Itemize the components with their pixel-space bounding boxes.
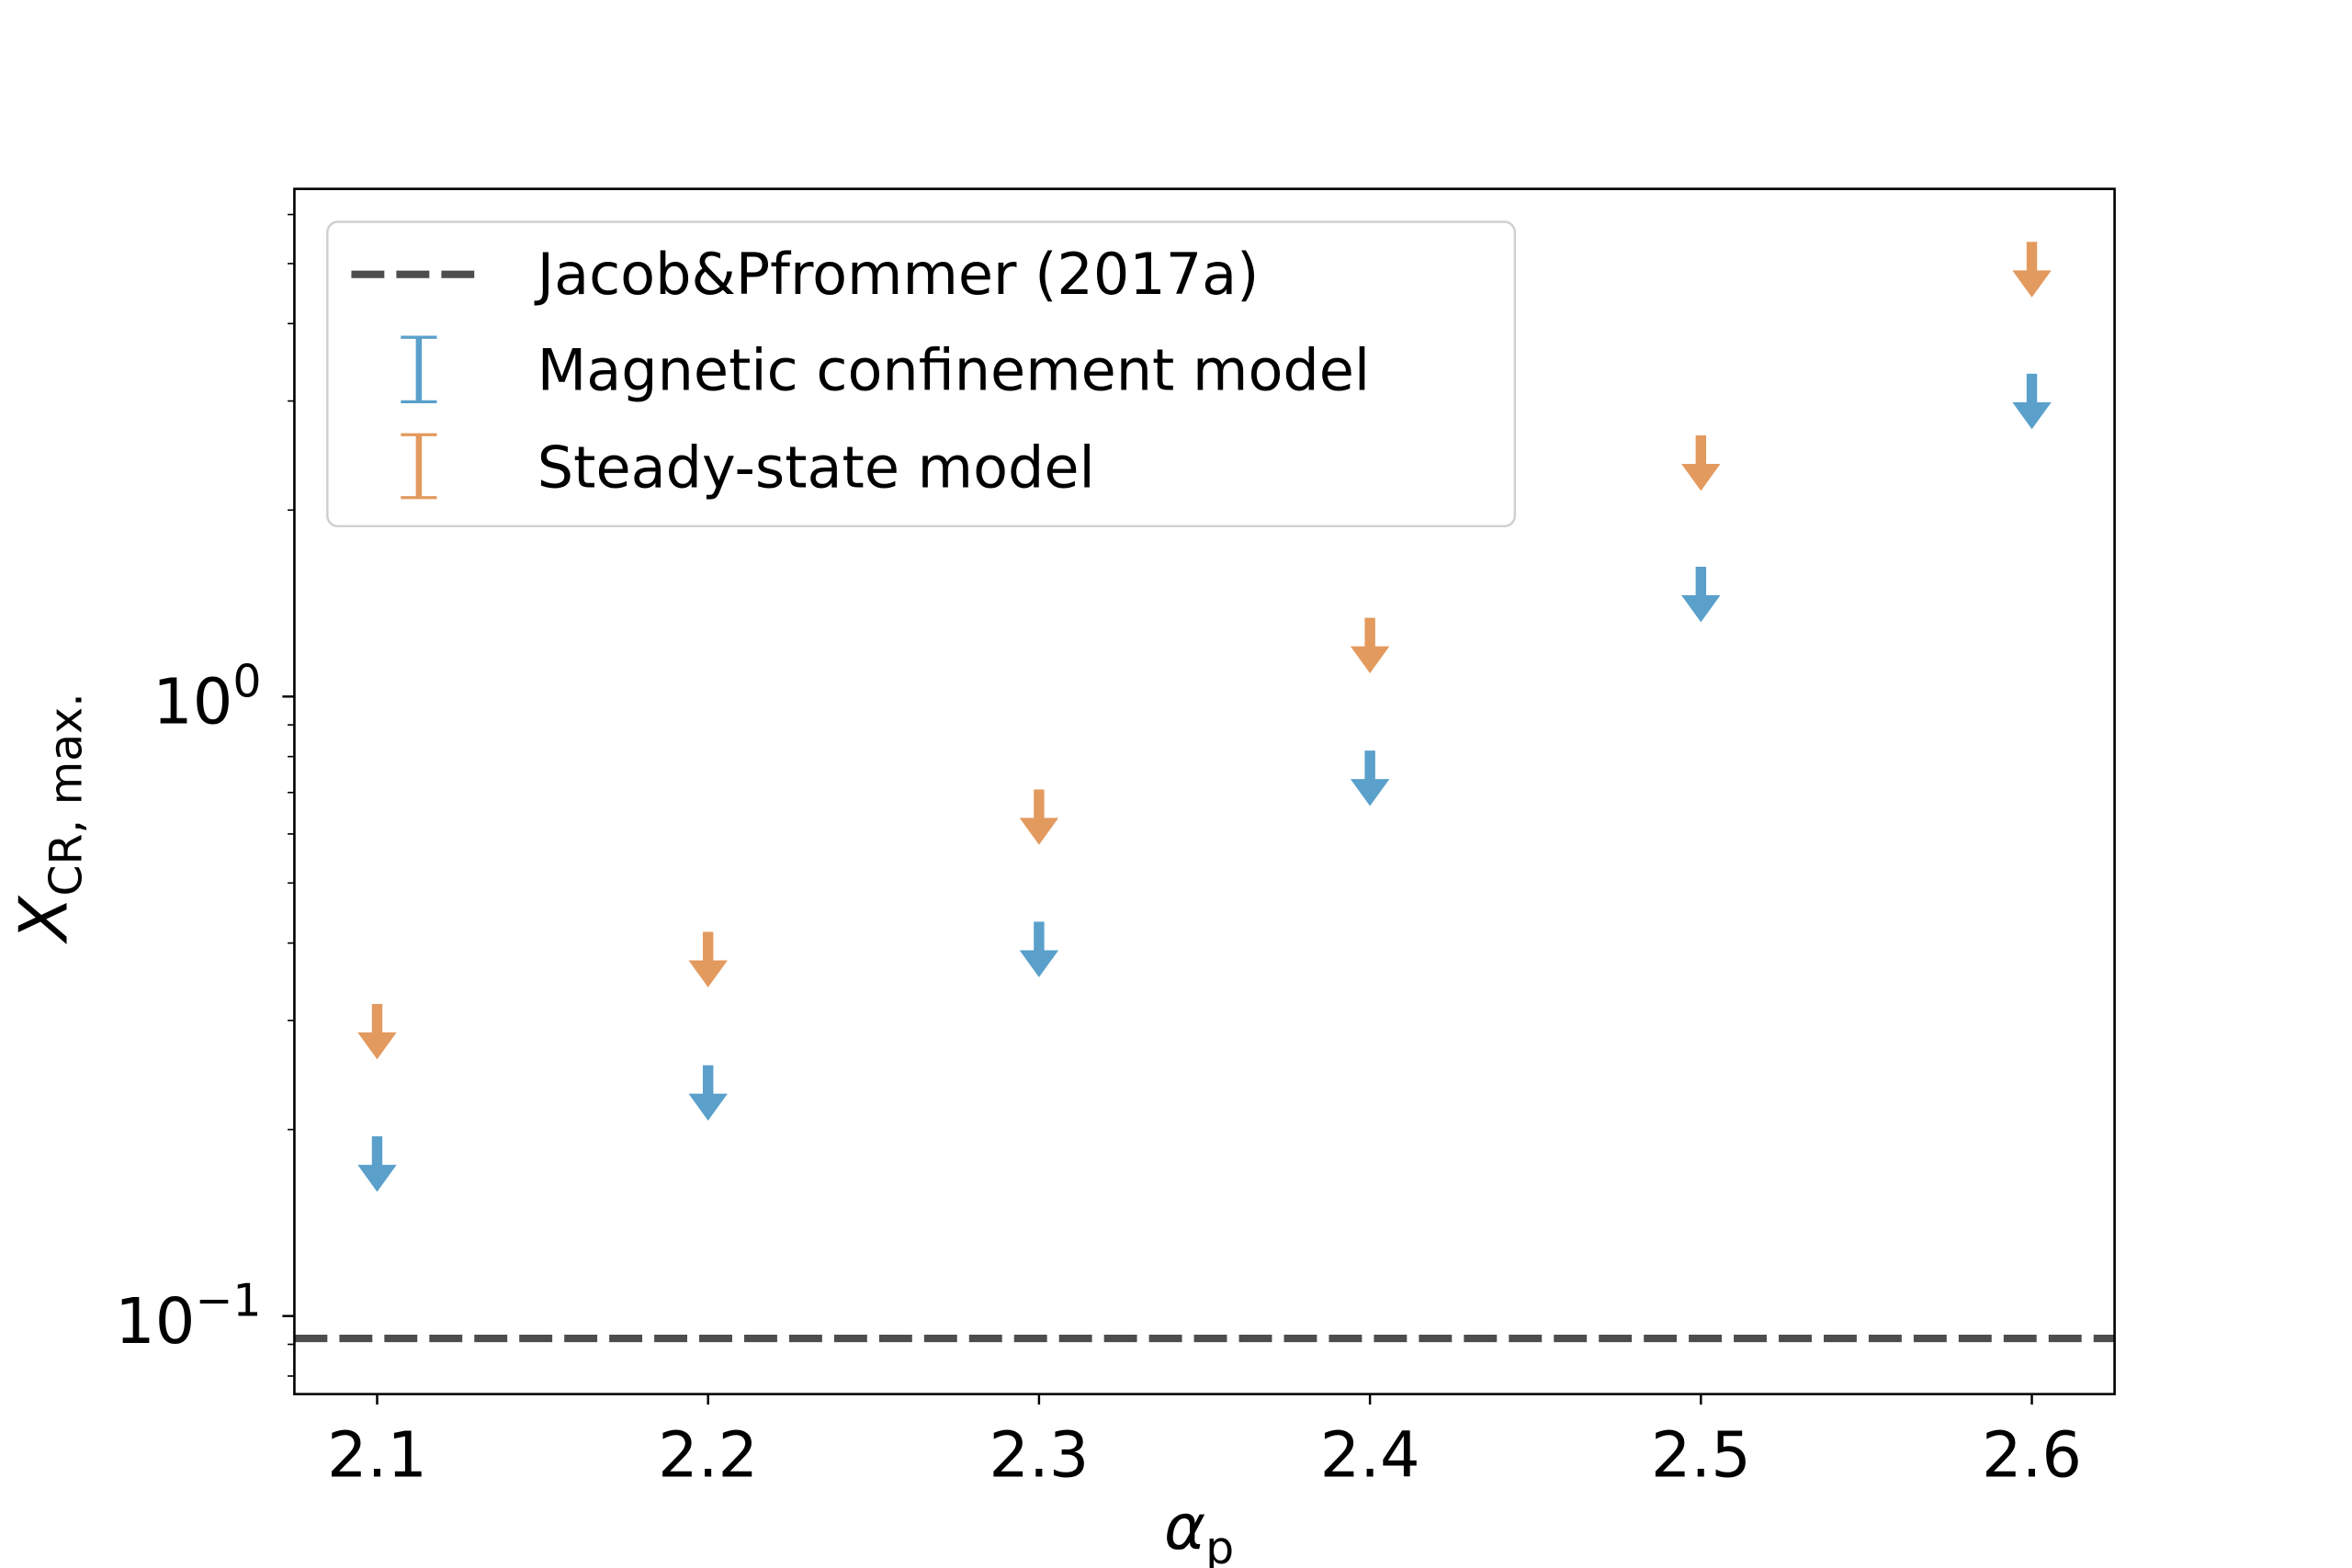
arrow-head xyxy=(688,960,728,987)
arrow-head xyxy=(1350,646,1390,673)
upper-limit-arrow-steady-2.2 xyxy=(688,931,728,987)
arrow-head xyxy=(357,1165,397,1192)
arrow-head xyxy=(2012,401,2052,430)
arrow-shaft xyxy=(1034,921,1045,953)
y-tick-label: 10−1 xyxy=(115,1275,261,1359)
upper-limit-arrow-magnetic-2.3 xyxy=(1019,921,1059,977)
upper-limit-arrow-steady-2.3 xyxy=(1019,789,1059,845)
legend: Jacob&Pfrommer (2017a) Magnetic confinem… xyxy=(326,220,1517,528)
upper-limit-arrow-steady-2.6 xyxy=(2012,242,2052,298)
arrow-shaft xyxy=(2026,242,2038,272)
arrow-head xyxy=(1681,595,1721,623)
legend-label-steady: Steady-state model xyxy=(537,434,1095,501)
arrow-shaft xyxy=(371,1136,383,1167)
arrow-head xyxy=(1019,818,1059,845)
legend-errorbar-orange-icon xyxy=(401,433,437,500)
upper-limit-arrow-magnetic-2.2 xyxy=(688,1065,728,1122)
upper-limit-arrow-magnetic-2.1 xyxy=(357,1136,397,1192)
arrow-shaft xyxy=(1364,617,1375,649)
arrow-shaft xyxy=(1695,567,1707,597)
arrow-shaft xyxy=(702,1065,714,1096)
x-tick-label: 2.2 xyxy=(658,1418,758,1492)
x-tick-label: 2.1 xyxy=(327,1418,427,1492)
arrow-shaft xyxy=(1695,434,1707,466)
arrow-head xyxy=(2012,270,2052,298)
x-tick-label: 2.3 xyxy=(989,1418,1089,1492)
x-tick-label: 2.5 xyxy=(1651,1418,1751,1492)
x-tick-label: 2.6 xyxy=(1982,1418,2082,1492)
legend-errorbar-blue-icon xyxy=(401,335,437,403)
upper-limit-arrow-steady-2.4 xyxy=(1350,617,1390,673)
arrow-head xyxy=(688,1093,728,1122)
x-tick-label: 2.4 xyxy=(1320,1418,1420,1492)
y-axis-label: XCR, max. xyxy=(5,693,92,945)
x-axis-label: αp xyxy=(1164,1491,1234,1568)
upper-limit-arrow-magnetic-2.5 xyxy=(1681,567,1721,623)
arrow-head xyxy=(1019,950,1059,977)
upper-limit-arrow-steady-2.5 xyxy=(1681,434,1721,491)
arrow-shaft xyxy=(2026,373,2038,404)
arrow-head xyxy=(357,1032,397,1060)
upper-limit-arrow-steady-2.1 xyxy=(357,1003,397,1060)
arrow-head xyxy=(1350,779,1390,807)
arrow-shaft xyxy=(1034,789,1045,820)
upper-limit-arrow-magnetic-2.4 xyxy=(1350,750,1390,807)
y-tick-label: 100 xyxy=(153,655,261,739)
legend-label-magnetic: Magnetic confinement model xyxy=(537,336,1370,403)
arrow-head xyxy=(1681,463,1721,491)
upper-limit-arrow-magnetic-2.6 xyxy=(2012,373,2052,430)
arrow-shaft xyxy=(371,1003,383,1034)
legend-label-reference: Jacob&Pfrommer (2017a) xyxy=(534,241,1260,308)
arrow-shaft xyxy=(702,931,714,963)
legend-box xyxy=(326,220,1517,528)
plot-frame xyxy=(293,187,2116,1396)
arrow-shaft xyxy=(1364,750,1375,781)
